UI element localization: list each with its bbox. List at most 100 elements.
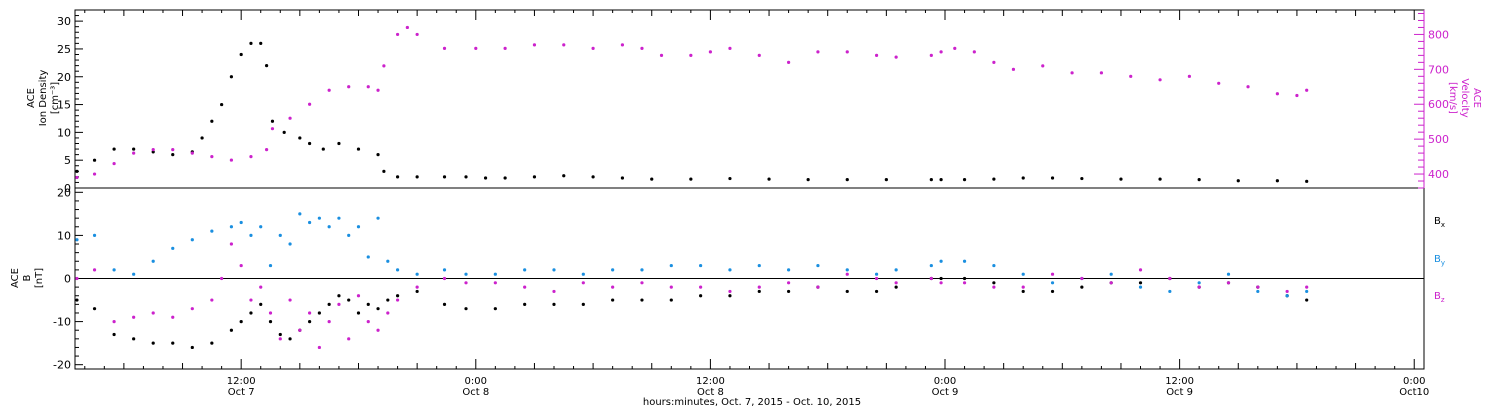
velocity-point (151, 148, 155, 152)
bx-point (75, 298, 79, 302)
by-point (376, 216, 380, 220)
velocity-point (366, 85, 370, 89)
bz-point (366, 319, 370, 324)
ion-density-point (1236, 179, 1240, 183)
b-ylabel-line2: B (22, 274, 33, 281)
ion-density-point (884, 178, 888, 182)
bx-point (347, 298, 351, 302)
ion-density-point (591, 175, 595, 179)
by-point (1168, 289, 1172, 294)
velocity-point (92, 172, 97, 176)
ion-density-point (1158, 177, 1162, 181)
velocity-point (229, 158, 234, 162)
bx-point (787, 289, 791, 294)
by-point (229, 225, 234, 229)
bx-point (386, 298, 390, 302)
velocity-point (894, 55, 898, 59)
time-tick-label: 0:00 (934, 376, 956, 387)
ion-density-point (1119, 177, 1123, 181)
bx-point (210, 341, 214, 345)
ion-density-point (171, 153, 175, 157)
by-point (1256, 289, 1260, 294)
by-point (347, 233, 351, 238)
time-tick-date: Oct10 (1399, 387, 1429, 398)
bx-point (239, 319, 243, 324)
bx-point (611, 298, 615, 302)
bz-point (239, 263, 243, 268)
bz-point (308, 311, 312, 315)
bz-point (523, 285, 527, 289)
velocity-point (395, 32, 400, 37)
bz-point (464, 281, 468, 285)
bx-point (894, 285, 898, 289)
ion-density-point (767, 177, 771, 181)
by-point (442, 268, 447, 272)
by-point (327, 225, 331, 229)
ion-density-point (562, 174, 566, 178)
ion-density-point (210, 119, 214, 123)
velocity-point (288, 116, 292, 120)
bz-point (493, 281, 497, 285)
time-tick-label: 12:00 (1165, 376, 1194, 387)
bz-point (386, 311, 390, 315)
velocity-point (1011, 67, 1016, 71)
by-point (366, 255, 370, 259)
density-ylabel-line1: ACE (26, 88, 37, 108)
velocity-point (1099, 71, 1104, 75)
by-point (356, 225, 361, 229)
by-point (728, 268, 732, 272)
by-point (581, 272, 585, 276)
by-point (298, 212, 302, 216)
bz-point (699, 285, 703, 289)
time-tick-date: Oct 7 (228, 387, 255, 398)
bz-point (728, 289, 732, 294)
velocity-point (270, 127, 275, 131)
ion-density-point (229, 75, 234, 79)
by-point (75, 238, 79, 242)
bx-point (288, 337, 292, 341)
velocity-point (376, 88, 380, 92)
density-ytick-label: 30 (57, 15, 71, 28)
bx-point (640, 298, 644, 302)
density-ytick-label: 20 (57, 71, 71, 84)
velocity-point (1070, 71, 1074, 75)
bz-point (816, 285, 820, 289)
ion-density-point (75, 169, 79, 173)
ion-density-point (395, 175, 400, 179)
bx-point (337, 294, 341, 298)
bz-point (1021, 285, 1025, 289)
time-tick-label: 12:00 (696, 376, 725, 387)
velocity-point (405, 25, 409, 30)
ion-density-point (239, 52, 243, 57)
by-point (493, 272, 497, 276)
bx-point (229, 328, 234, 332)
bz-point (552, 289, 556, 294)
velocity-point (503, 46, 507, 50)
bx-point (757, 289, 761, 294)
svg-text:Bx: Bx (1434, 216, 1445, 229)
velocity-point (132, 151, 136, 155)
ion-density-point (650, 177, 654, 181)
bz-point (132, 315, 136, 319)
velocity-point (1158, 78, 1162, 82)
by-point (190, 238, 194, 242)
time-tick-label: 0:00 (1403, 376, 1425, 387)
by-point (1197, 281, 1201, 285)
velocity-point (845, 50, 849, 54)
b-ytick-label: 10 (57, 229, 71, 242)
velocity-point (264, 148, 269, 152)
velocity-point (591, 46, 595, 50)
velocity-ytick-label: 800 (1428, 28, 1449, 41)
bx-point (171, 341, 175, 345)
velocity-ytick-label: 500 (1428, 133, 1449, 146)
bz-point (376, 328, 380, 332)
by-point (239, 220, 243, 225)
velocity-point (757, 53, 761, 57)
bz-point (1050, 272, 1055, 276)
bz-point (1168, 276, 1172, 281)
time-tick-date: Oct 9 (932, 387, 959, 398)
by-point (1138, 285, 1143, 289)
bz-point (278, 337, 282, 341)
ion-density-point (689, 177, 693, 181)
